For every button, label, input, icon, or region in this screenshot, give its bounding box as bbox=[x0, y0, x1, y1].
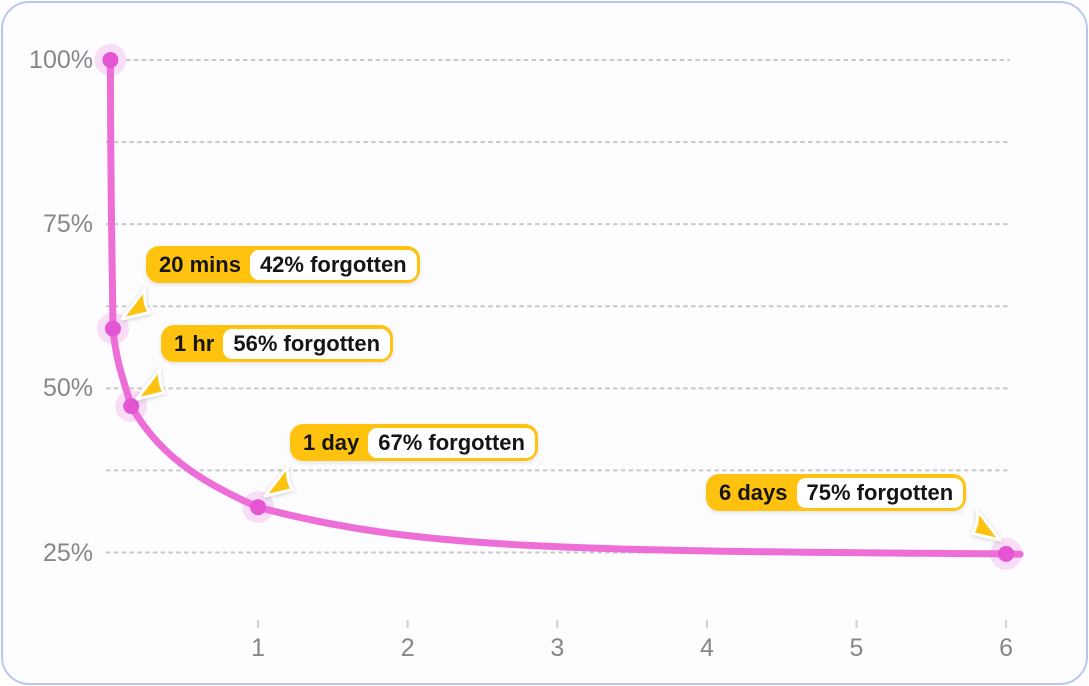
callout-value-chip: 42% forgotten bbox=[249, 249, 417, 280]
callout-pointer-icon bbox=[120, 287, 151, 321]
callout-20-mins: 20 mins 42% forgotten bbox=[146, 246, 420, 283]
x-axis-label: 4 bbox=[699, 634, 714, 662]
callout-value-chip: 75% forgotten bbox=[796, 477, 964, 508]
callout-value-label: 56% forgotten bbox=[233, 330, 381, 356]
callout-pointer-icon bbox=[263, 464, 294, 498]
y-axis-label: 25% bbox=[42, 538, 93, 567]
callout-1-hr: 1 hr 56% forgotten bbox=[161, 325, 394, 362]
callout-value-chip: 56% forgotten bbox=[223, 328, 391, 359]
callout-value-label: 75% forgotten bbox=[806, 479, 954, 505]
callout-6-days: 6 days 75% forgotten bbox=[706, 474, 967, 511]
x-axis-label: 2 bbox=[400, 634, 415, 662]
y-axis-label: 100% bbox=[29, 45, 93, 74]
x-axis-label: 5 bbox=[849, 634, 864, 662]
callout-pointer-icon bbox=[135, 367, 166, 401]
callout-time-label: 20 mins bbox=[159, 251, 241, 277]
y-axis-label: 50% bbox=[42, 374, 93, 403]
callout-time-label: 6 days bbox=[719, 479, 788, 505]
callout-pointer-icon bbox=[971, 508, 1002, 542]
callout-1-day: 1 day 67% forgotten bbox=[290, 424, 538, 461]
callout-value-chip: 67% forgotten bbox=[368, 427, 535, 458]
x-axis-label: 1 bbox=[251, 634, 266, 662]
callout-value-label: 42% forgotten bbox=[259, 251, 407, 277]
callout-time-label: 1 hr bbox=[174, 330, 215, 356]
x-axis-label: 6 bbox=[999, 634, 1014, 662]
forgetting-curve-chart: 20 mins 42% forgotten 1 hr 56% forgotten… bbox=[3, 3, 1086, 683]
callout-time-label: 1 day bbox=[303, 429, 360, 455]
x-axis-label: 3 bbox=[550, 634, 565, 662]
callout-value-label: 67% forgotten bbox=[378, 429, 525, 455]
y-axis-label: 75% bbox=[42, 210, 93, 239]
